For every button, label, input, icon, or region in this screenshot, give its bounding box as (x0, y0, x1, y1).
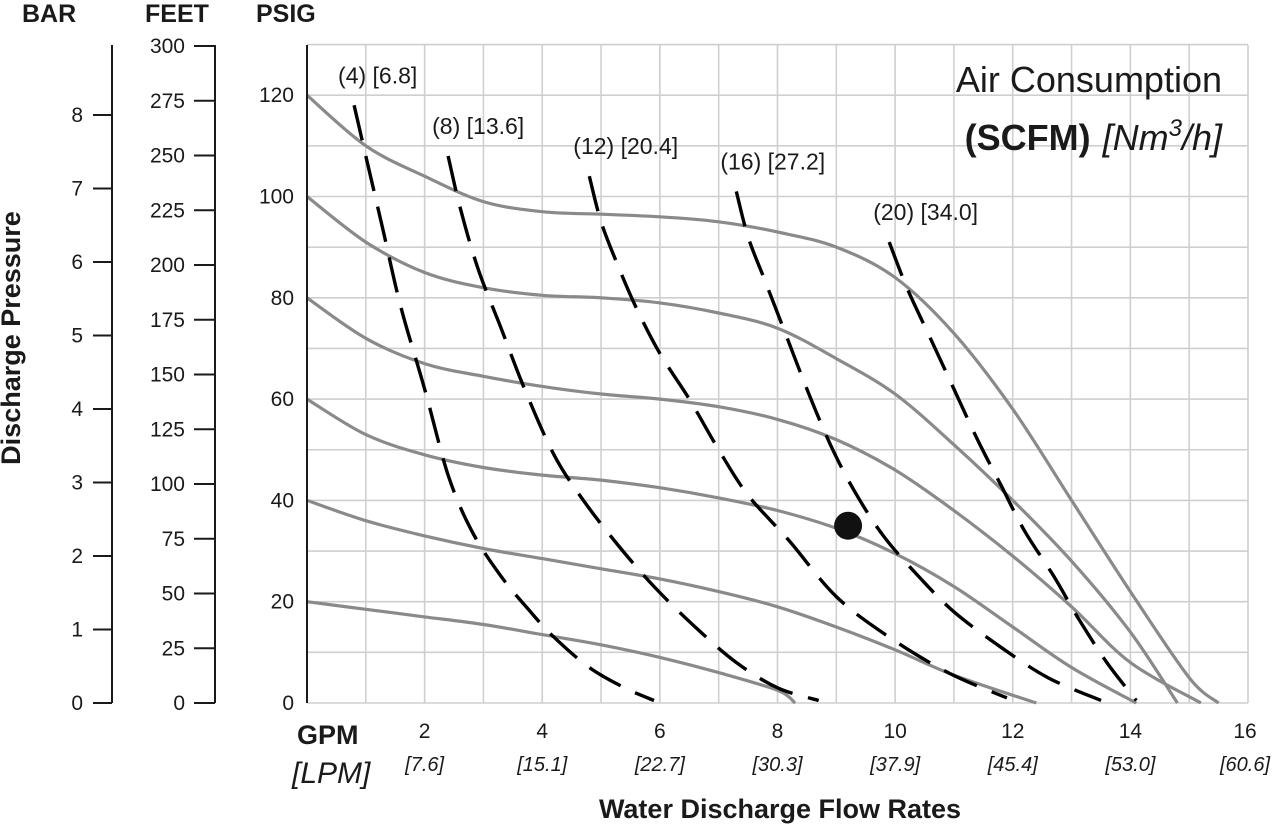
x-tick-label: 14 (1119, 720, 1143, 743)
x-tick-sublabel: [22.7] (634, 754, 685, 776)
feet-tick-label: 300 (150, 35, 185, 58)
feet-tick-label: 150 (150, 364, 185, 387)
chart-title-unit: (SCFM) [Nm3/h] (965, 115, 1223, 158)
y-axis-title: Discharge Pressure (0, 211, 26, 465)
x-tick-sublabel: [37.9] (869, 754, 920, 776)
operating-point (834, 511, 863, 540)
feet-tick-label: 275 (150, 90, 185, 113)
feet-tick-label: 200 (150, 254, 185, 277)
feet-tick-label: 50 (162, 583, 185, 606)
x-tick-sublabel: [53.0] (1104, 754, 1155, 776)
x-tick-label: 12 (1001, 720, 1024, 743)
title-unit-scfm: (SCFM) (965, 117, 1091, 158)
air-consumption-curve (352, 104, 655, 703)
x-tick-sublabel: [15.1] (516, 754, 567, 776)
x-tick-sublabel: [45.4] (987, 754, 1038, 776)
psig-tick-label: 40 (271, 489, 294, 512)
feet-tick-label: 100 (150, 473, 185, 496)
air-consumption-curve (887, 241, 1138, 702)
chart-title: Air Consumption (956, 59, 1222, 100)
performance-curve (306, 498, 1037, 705)
psig-axis-header: PSIG (256, 0, 316, 28)
bar-tick-label: 8 (71, 104, 83, 127)
x-tick-label: 8 (772, 720, 784, 743)
performance-curve (305, 93, 1220, 705)
bar-tick-label: 5 (71, 325, 83, 348)
title-unit-nm: [Nm (1102, 117, 1169, 158)
feet-tick-label: 250 (150, 145, 185, 168)
feet-tick-label: 175 (150, 309, 185, 332)
x-tick-label: 4 (536, 720, 548, 743)
x-axis-title: Water Discharge Flow Rates (599, 794, 961, 824)
x-tick-label: 6 (654, 720, 666, 743)
psig-tick-label: 80 (271, 287, 294, 310)
operating-point-marker (834, 511, 863, 540)
title-unit-sup: 3 (1169, 115, 1183, 142)
feet-tick-label: 0 (173, 692, 185, 715)
bar-tick-label: 0 (71, 692, 83, 715)
bar-tick-label: 2 (71, 545, 83, 568)
bar-axis-header: BAR (22, 0, 76, 28)
psig-tick-label: 100 (259, 186, 294, 209)
air-consumption-label: (8) [13.6] (432, 113, 524, 139)
x-tick-label: 16 (1233, 720, 1256, 743)
bar-tick-label: 7 (71, 178, 83, 201)
x-tick-sublabel: [7.6] (404, 754, 444, 776)
bar-tick-label: 6 (71, 251, 83, 274)
psig-tick-label: 20 (271, 591, 294, 614)
air-consumption-label: (4) [6.8] (338, 62, 417, 88)
x-unit-lpm: [LPM] (291, 757, 371, 790)
x-tick-sublabel: [30.3] (751, 754, 802, 776)
bar-tick-label: 4 (71, 398, 83, 421)
x-tick-sublabel: [60.6] (1219, 754, 1270, 776)
x-tick-label: 2 (419, 720, 431, 743)
performance-curves (305, 93, 1220, 705)
psig-tick-label: 60 (271, 388, 294, 411)
air-consumption-label: (16) [27.2] (720, 148, 825, 174)
grid (306, 43, 1249, 704)
feet-tick-label: 75 (162, 528, 185, 551)
air-consumption-label: (12) [20.4] (573, 133, 678, 159)
air-consumption-curves: (4) [6.8] (8) [13.6] (12) [20.4] (16) [27.2… (338, 62, 1138, 703)
psig-tick-label: 0 (282, 692, 294, 715)
performance-curve (306, 296, 1202, 705)
air-consumption-curve (446, 155, 820, 703)
air-consumption-label: (20) [34.0] (873, 199, 978, 225)
bar-tick-label: 1 (71, 619, 83, 642)
performance-curve (306, 195, 1179, 704)
performance-curve (306, 600, 797, 705)
feet-tick-label: 25 (162, 637, 185, 660)
title-unit-h: /h] (1179, 117, 1223, 158)
feet-axis-header: FEET (145, 0, 209, 28)
x-unit-gpm: GPM (297, 720, 359, 750)
bar-tick-label: 3 (71, 472, 83, 495)
x-tick-label: 10 (883, 720, 906, 743)
air-consumption-curve (734, 190, 1102, 703)
axes: 0204060801001200255075100125150175200225… (71, 35, 1270, 776)
psig-tick-label: 120 (259, 84, 294, 107)
feet-tick-label: 125 (150, 418, 185, 441)
feet-tick-label: 225 (150, 199, 185, 222)
